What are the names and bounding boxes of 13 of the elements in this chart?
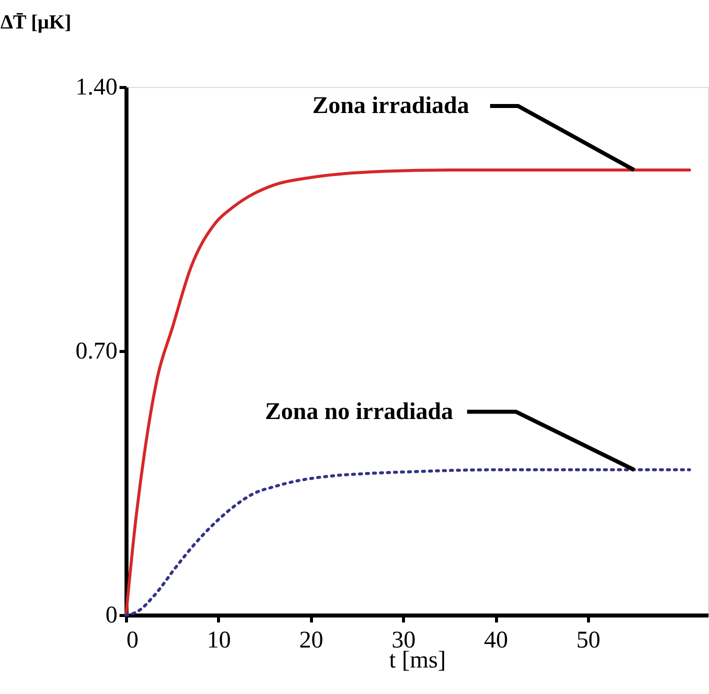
x-tick-label: 10 (206, 628, 231, 654)
line-series (124, 468, 692, 616)
annotation: Zona no irradiada (265, 398, 454, 425)
x-tick-label: 50 (576, 628, 600, 654)
line-series (124, 168, 692, 616)
x-tick-label: 0 (126, 628, 138, 654)
x-tick-label: 20 (299, 628, 324, 654)
x-tick-label: 40 (484, 628, 508, 654)
y-tick-label: 0 (106, 602, 118, 628)
y-axis-title: ΔT̄ [μK] (0, 12, 72, 34)
annotation: Zona irradiada (312, 92, 470, 119)
y-tick-label: 0.70 (76, 338, 118, 364)
y-tick-label: 1.40 (76, 74, 118, 100)
